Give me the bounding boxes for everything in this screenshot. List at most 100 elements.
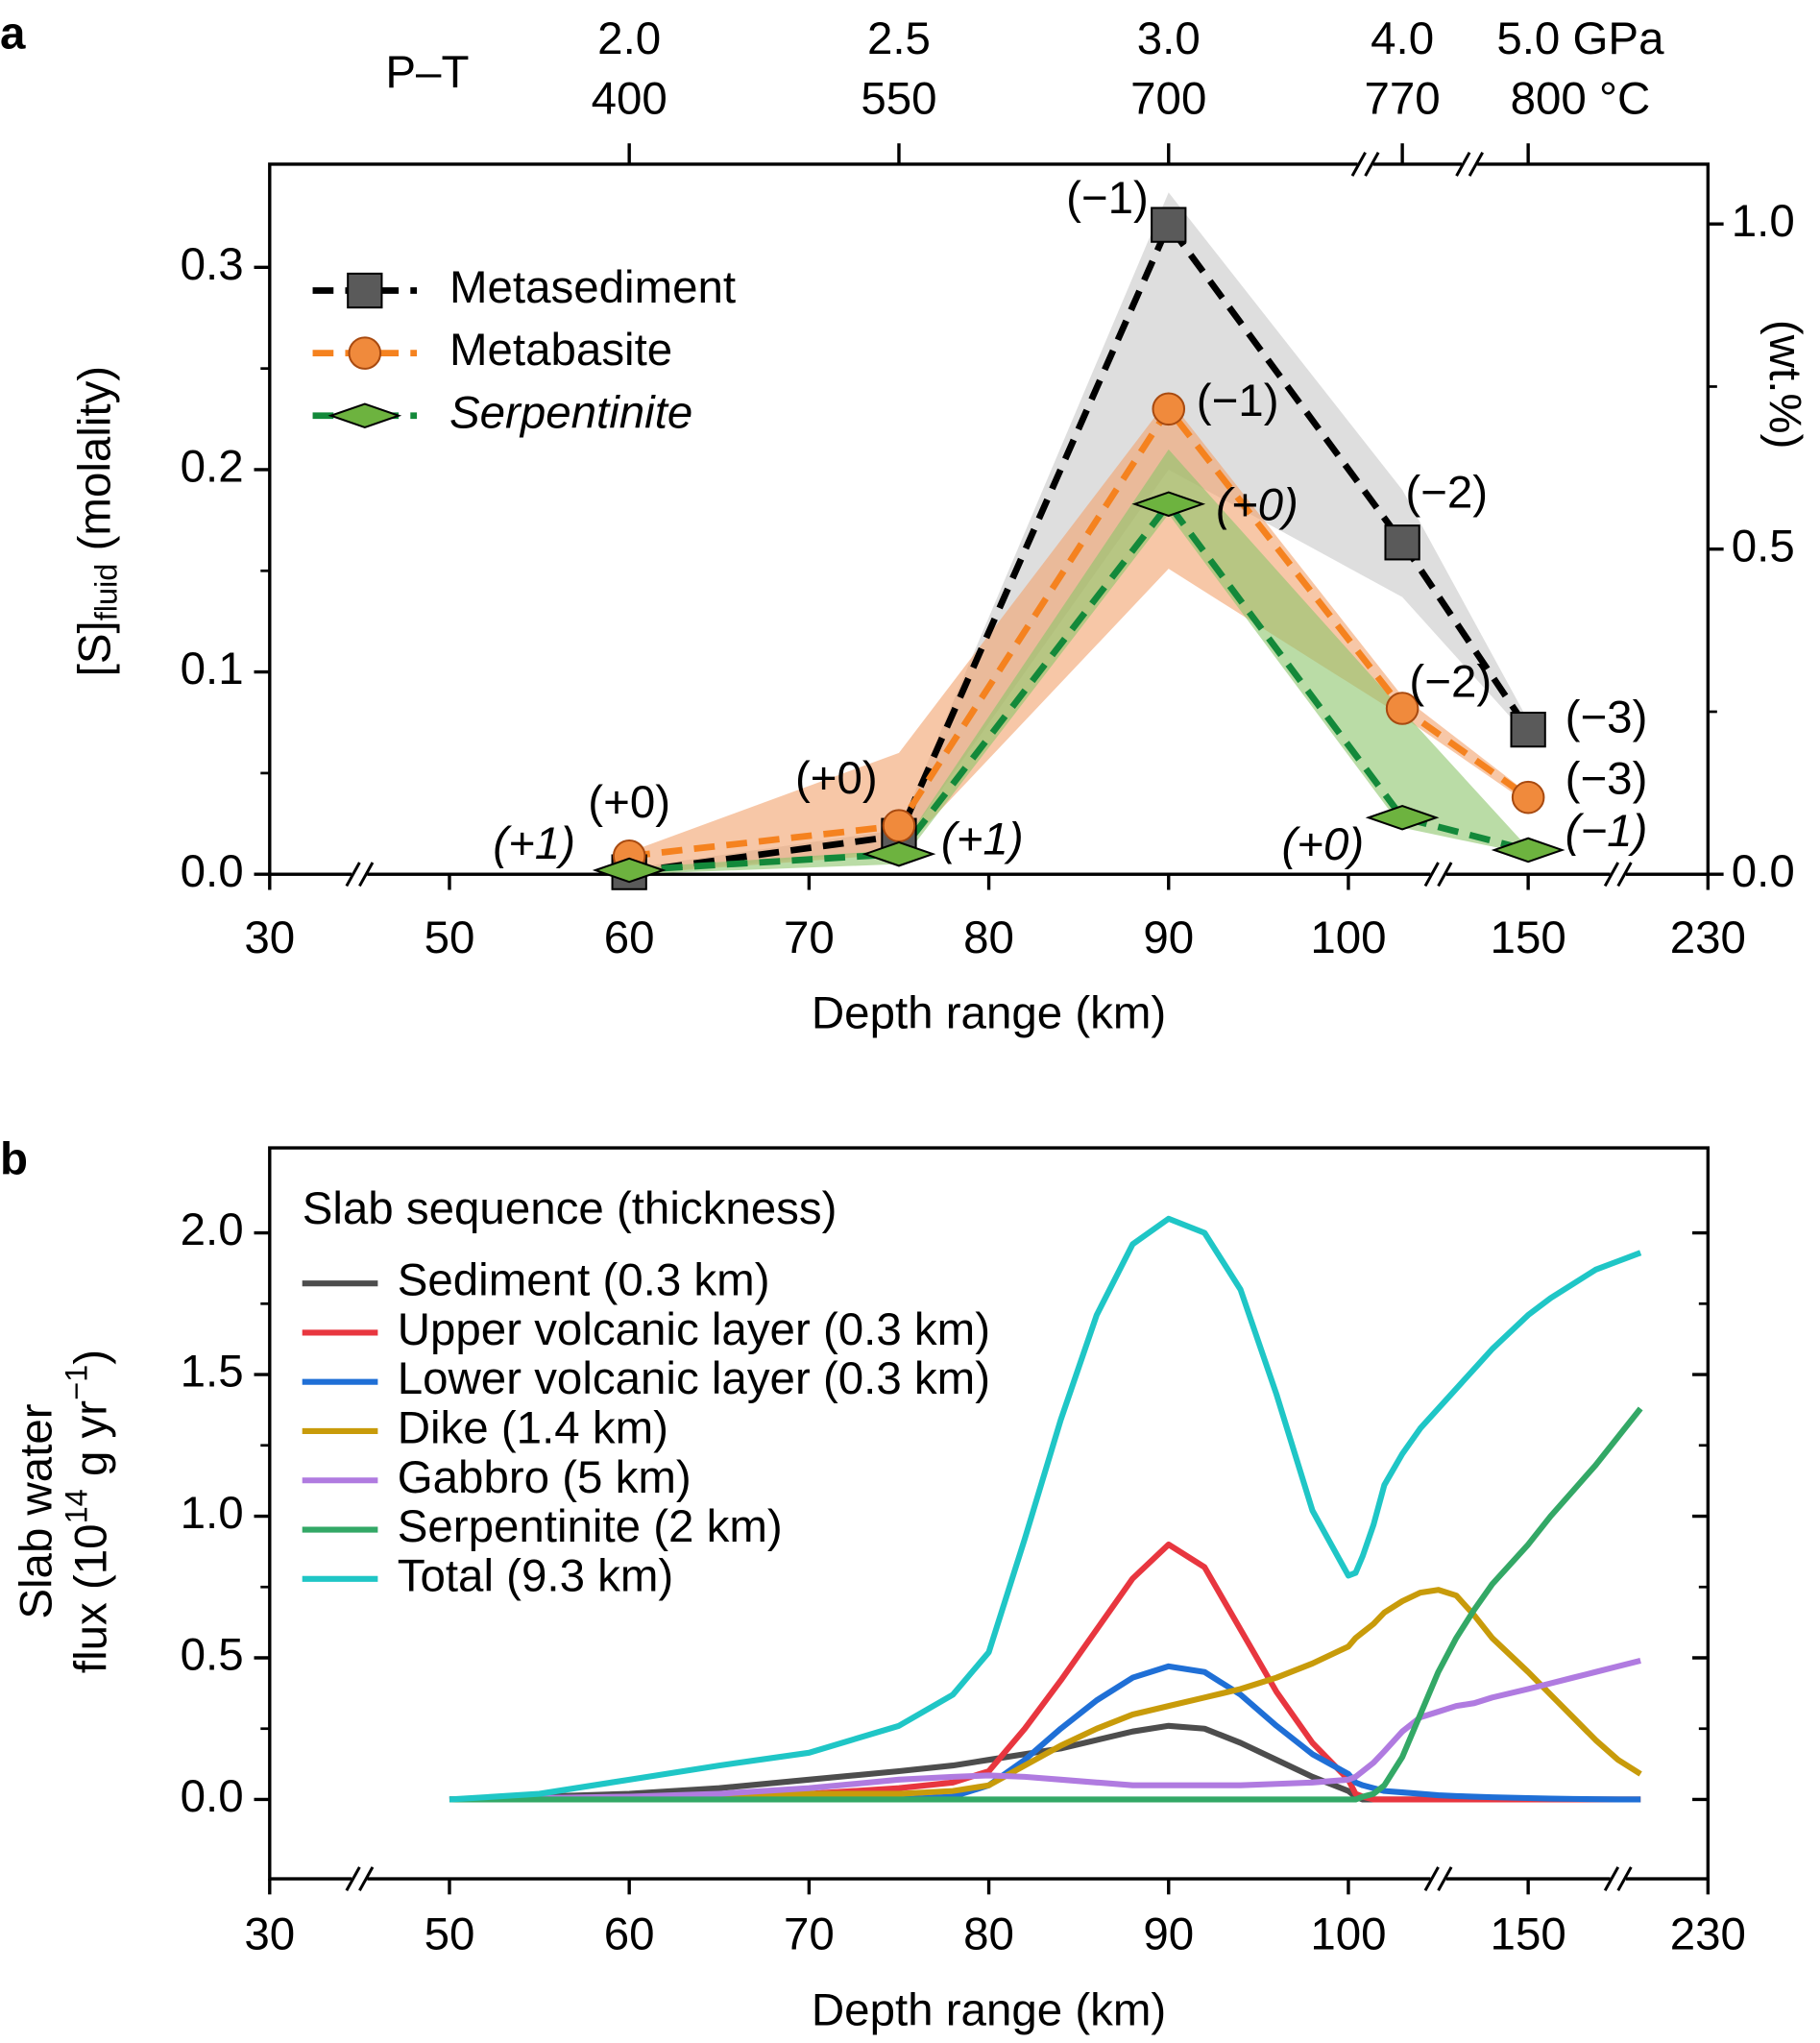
x-tick-label: 90: [1143, 912, 1194, 963]
legend-label: Lower volcanic layer (0.3 km): [398, 1353, 990, 1404]
y-axis-label-part: 14: [59, 1489, 93, 1523]
point-label: (−3): [1565, 693, 1648, 743]
axis-break-gap: [1610, 1873, 1626, 1885]
point-label: (+0): [1281, 819, 1364, 870]
point-label: (+0): [795, 753, 878, 804]
y-axis-label-part: −1: [59, 1365, 93, 1400]
marker-square: [1384, 524, 1420, 561]
axis-break-mark: [1616, 1866, 1633, 1891]
y-tick-label: 2.0: [181, 1204, 244, 1255]
point-label: (−2): [1409, 657, 1492, 708]
axis-break-mark: [358, 1866, 375, 1891]
axis-break-gap: [352, 1873, 368, 1885]
x2-tick-label: 5.0 GPa: [1496, 13, 1664, 64]
x2-axis-label: P–T: [385, 47, 469, 98]
y-axis-label-part: ): [65, 1350, 116, 1365]
x-tick-label: 30: [244, 1909, 295, 1960]
x-axis-label: Depth range (km): [812, 1984, 1166, 2035]
legend-title: Slab sequence (thickness): [303, 1183, 837, 1234]
y-axis-label-part: fluid: [88, 564, 123, 621]
y-tick-label: 1.0: [181, 1488, 244, 1539]
marker-diamond: [1365, 804, 1440, 831]
legend-label: Upper volcanic layer (0.3 km): [398, 1304, 990, 1355]
y-tick-label: 0.0: [181, 846, 244, 897]
legend-label: Serpentinite (2 km): [398, 1501, 783, 1552]
point-label: (−3): [1565, 753, 1648, 804]
series-line: [628, 499, 1529, 874]
y-axis-label: Slab water: [11, 1403, 61, 1618]
legend-label: Dike (1.4 km): [398, 1403, 668, 1454]
axis-break-mark: [1423, 862, 1440, 888]
x-tick-label: 80: [963, 912, 1014, 963]
y-axis-label: [S]fluid (molality): [69, 366, 123, 676]
y-axis-label-part: [S]: [69, 620, 120, 676]
axis-break-gap: [1610, 868, 1626, 880]
x2-tick-label: 3.0: [1137, 13, 1201, 64]
series-line: [449, 1215, 1642, 1803]
legend-label: Serpentinite: [449, 387, 692, 438]
point-label: (−1): [1197, 376, 1279, 426]
axis-break-gap: [1430, 1873, 1446, 1885]
y-axis-label-part: g yr: [65, 1400, 116, 1490]
x-tick-label: 80: [963, 1909, 1014, 1960]
axis-break-mark: [1468, 152, 1484, 177]
point-label: (−1): [1066, 173, 1149, 224]
y2-tick-label: 1.0: [1732, 196, 1795, 247]
axis-break-mark: [1616, 862, 1633, 888]
axis-break-mark: [358, 862, 375, 888]
x-tick-label: 90: [1143, 1909, 1194, 1960]
panel-label: a: [0, 9, 26, 60]
x-tick-label: 50: [425, 1909, 475, 1960]
x2-tick-label: 400: [592, 73, 667, 124]
x-tick-label: 60: [604, 1909, 655, 1960]
x2-tick-label: 4.0: [1371, 13, 1434, 64]
marker-circle: [348, 336, 382, 370]
point-label: (+0): [1216, 479, 1298, 530]
marker-square: [347, 272, 383, 309]
marker-circle: [1511, 780, 1545, 815]
y2-axis-label: (wt.%): [1759, 320, 1810, 449]
axis-break-mark: [345, 862, 361, 888]
y-axis-label: flux (1014 g yr−1): [59, 1350, 116, 1673]
series-line: [628, 218, 1531, 876]
series-line: [449, 1657, 1641, 1803]
axis-break-gap: [1357, 158, 1373, 170]
uncertainty-band: [629, 449, 1529, 875]
x-tick-label: 50: [425, 912, 475, 963]
x-tick-label: 230: [1670, 912, 1746, 963]
legend-label: Gabbro (5 km): [398, 1452, 692, 1503]
y-tick-label: 1.5: [181, 1347, 244, 1398]
series-line: [449, 1406, 1643, 1803]
marker-diamond: [328, 402, 402, 429]
y-tick-label: 0.3: [181, 239, 244, 290]
axis-break-gap: [1461, 158, 1478, 170]
x-tick-label: 230: [1670, 1909, 1746, 1960]
axis-break-mark: [1455, 152, 1471, 177]
y-tick-label: 0.2: [181, 442, 244, 493]
x2-tick-label: 700: [1130, 73, 1206, 124]
x-tick-label: 60: [604, 912, 655, 963]
x2-tick-label: 2.0: [597, 13, 661, 64]
x-tick-label: 100: [1310, 1909, 1386, 1960]
legend-label: Metasediment: [449, 262, 736, 313]
y2-tick-label: 0.0: [1732, 846, 1795, 897]
legend-label: Metabasite: [449, 325, 672, 376]
marker-circle: [882, 809, 916, 842]
point-label: (−1): [1565, 806, 1648, 857]
series-line: [449, 1587, 1642, 1803]
uncertainty-band: [629, 399, 1529, 875]
legend-label: Sediment (0.3 km): [398, 1255, 770, 1306]
marker-diamond: [861, 840, 936, 867]
x2-tick-label: 2.5: [867, 13, 931, 64]
marker-circle: [1385, 692, 1420, 725]
x2-tick-label: 800 °C: [1511, 73, 1651, 124]
y-tick-label: 0.0: [181, 1771, 244, 1822]
point-label: (+1): [493, 818, 575, 869]
axis-break-mark: [1364, 152, 1380, 177]
x-tick-label: 150: [1491, 1909, 1566, 1960]
axis-break-mark: [1437, 1866, 1453, 1891]
series-line: [449, 1722, 1641, 1803]
x-tick-label: 100: [1310, 912, 1386, 963]
